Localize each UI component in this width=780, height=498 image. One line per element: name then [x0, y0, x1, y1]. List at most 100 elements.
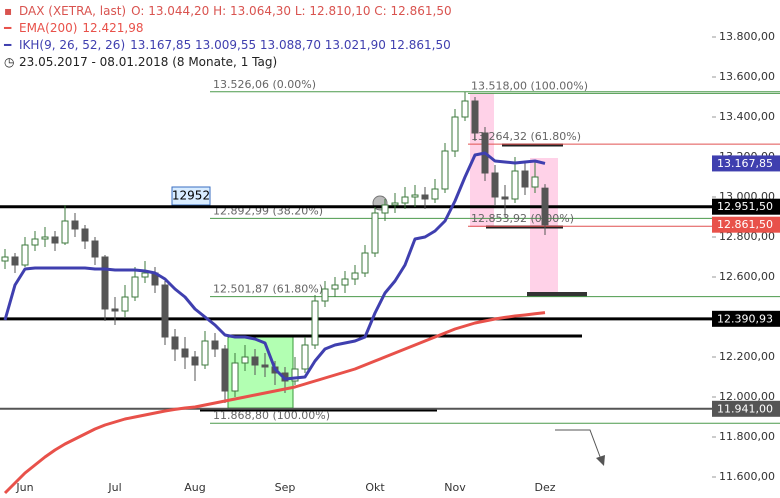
- candle-body: [541, 187, 549, 226]
- candle-body: [421, 194, 429, 200]
- y-tick-label: 13.400,00: [719, 110, 775, 123]
- candle-body: [441, 150, 449, 190]
- price-tag-label: 13.167,85: [717, 157, 773, 170]
- y-tick-label: 12.600,00: [719, 270, 775, 283]
- candle-body: [41, 236, 49, 240]
- x-tick-label: Jul: [107, 481, 121, 494]
- legend: ▪ DAX (XETRA, last) O: 13.044,20 H: 13.064…: [4, 3, 452, 71]
- candle-body: [311, 300, 319, 346]
- candle-body: [221, 348, 229, 392]
- candle-body: [511, 170, 519, 200]
- label-box: [171, 186, 211, 206]
- x-tick-label: Dez: [534, 481, 555, 494]
- candle-body: [251, 356, 259, 366]
- candle-body: [231, 362, 239, 392]
- candle-body: [381, 204, 389, 214]
- candle-body: [521, 170, 529, 188]
- legend-values: 13.167,85 13.009,55 13.088,70 13.021,90 …: [130, 38, 451, 52]
- price-tag: [712, 155, 780, 172]
- legend-row: ▪ DAX (XETRA, last) O: 13.044,20 H: 13.064…: [4, 4, 452, 18]
- candle-body: [191, 356, 199, 366]
- candle-body: [351, 272, 359, 280]
- legend-name: DAX (XETRA, last): [19, 4, 127, 18]
- candle-body: [91, 240, 99, 258]
- candle-body: [181, 348, 189, 358]
- legend-name: IKH(9, 26, 52, 26): [19, 38, 126, 52]
- y-tick-label: 13.600,00: [719, 70, 775, 83]
- candle-body: [1, 256, 9, 262]
- candle-body: [31, 238, 39, 246]
- candle-body: [501, 196, 509, 200]
- candle-body: [61, 220, 69, 244]
- arrow: [555, 429, 603, 463]
- price-tag-label: 12.390,93: [717, 312, 773, 325]
- fib-label: 13.518,00 (100.00%): [471, 79, 588, 92]
- y-tick-label: 12.200,00: [719, 350, 775, 363]
- legend-values: O: 13.044,20 H: 13.064,30 L: 12.810,10 C…: [131, 4, 452, 18]
- series-line: [3, 311, 546, 495]
- candle-body: [451, 116, 459, 152]
- candle-body: [321, 288, 329, 302]
- x-tick-label: Nov: [444, 481, 466, 494]
- candle-body: [51, 236, 59, 244]
- candle-body: [401, 196, 409, 204]
- candle-body: [161, 284, 169, 338]
- candle-body: [391, 202, 399, 206]
- legend-row: ━ EMA(200) 12.421,98: [4, 21, 144, 35]
- fib-label: 11.868,80 (100.00%): [213, 409, 330, 422]
- series-line: [3, 151, 546, 381]
- candle-body: [331, 284, 339, 290]
- bracket: [527, 292, 587, 297]
- price-tag-label: 12.951,50: [717, 200, 773, 213]
- candle-body: [471, 100, 479, 134]
- candle-body: [241, 356, 249, 364]
- fib-label: 13.526,06 (0.00%): [213, 78, 316, 91]
- candle-body: [111, 308, 119, 312]
- candle-body: [261, 364, 269, 368]
- arrow-head: [596, 455, 605, 466]
- price-tag-label: 12.861,50: [717, 218, 773, 231]
- candle-body: [71, 220, 79, 230]
- candle-body: [141, 272, 149, 278]
- legend-row: ━ IKH(9, 26, 52, 26) 13.167,85 13.009,55 1…: [4, 38, 451, 52]
- candle-body: [371, 212, 379, 254]
- fib-label: 12.853,92 (0.00%): [471, 212, 574, 225]
- y-tick-label: 13.800,00: [719, 30, 775, 43]
- y-tick-label: 12.000,00: [719, 390, 775, 403]
- period: 23.05.2017 - 08.01.2018 (8 Monate, 1 Tag…: [19, 55, 278, 69]
- candle-body: [121, 296, 129, 312]
- x-tick-label: Aug: [184, 481, 205, 494]
- price-tag-label: 11.941,00: [717, 402, 773, 415]
- fib-label: 13.264,32 (61.80%): [471, 130, 581, 143]
- candle-body: [461, 100, 469, 118]
- box-label: 12952: [172, 189, 210, 203]
- candle-body: [81, 228, 89, 242]
- legend-row: ◷ 23.05.2017 - 08.01.2018 (8 Monate, 1 Ta…: [4, 55, 278, 69]
- candle-body: [411, 194, 419, 198]
- candle-body: [291, 368, 299, 382]
- candle-body: [211, 340, 219, 350]
- price-tag: [712, 400, 780, 417]
- price-tag: [712, 310, 780, 327]
- y-tick-label: 11.600,00: [719, 470, 775, 483]
- legend-name: EMA(200): [19, 21, 78, 35]
- legend-values: 12.421,98: [82, 21, 144, 35]
- fib-label: 12.501,87 (61.80%): [213, 283, 323, 296]
- candle-body: [201, 340, 209, 366]
- candle-body: [101, 256, 109, 310]
- candle-body: [11, 256, 19, 266]
- y-tick-label: 11.800,00: [719, 430, 775, 443]
- candle-body: [171, 336, 179, 350]
- candle-body: [301, 344, 309, 370]
- price-tag: [712, 216, 780, 233]
- candle-body: [531, 176, 539, 188]
- x-tick-label: Jun: [15, 481, 33, 494]
- x-tick-label: Okt: [365, 481, 385, 494]
- candle-body: [131, 276, 139, 298]
- candle-body: [361, 252, 369, 274]
- candle-body: [491, 172, 499, 198]
- candle-body: [431, 188, 439, 200]
- y-tick-label: 12.800,00: [719, 230, 775, 243]
